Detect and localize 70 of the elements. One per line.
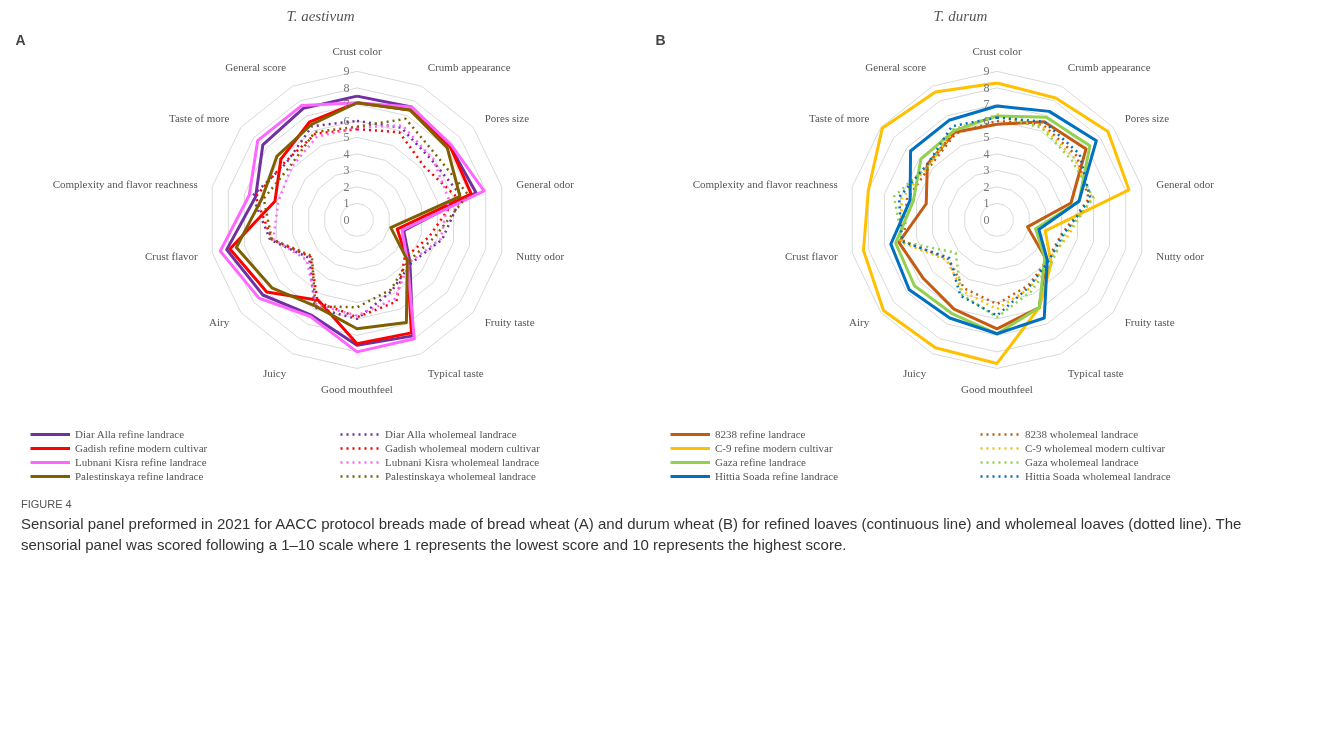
spoke-label: Pores size [1124,112,1170,125]
legend-label: Hittia Soada refine landrace [715,469,839,483]
spoke-label: Pores size [484,112,530,125]
legend-label: Gaza wholemeal landrace [1025,455,1139,469]
legend-label: Gadish wholemeal modern cultivar [385,441,540,455]
y-tick-label: 9 [343,64,350,79]
spoke-label: Good mouthfeel [321,383,393,396]
spoke-label: Crust color [972,44,1022,57]
spoke-label: General odor [1156,177,1215,190]
y-tick-label: 2 [983,179,990,194]
spoke-label: Juicy [902,367,927,380]
legend-label: Gaza refine landrace [715,455,806,469]
legend-label: Diar Alla refine landrace [75,427,185,441]
y-tick-label: 4 [343,146,350,161]
spoke-label: Complexity and flavor reachness [692,177,838,190]
spoke-label: Typical taste [1067,367,1124,380]
spoke-label: General score [225,60,287,73]
y-tick-label: 5 [343,130,350,145]
y-tick-label: 4 [983,146,990,161]
legend-label: Hittia Soada wholemeal landrace [1025,469,1171,483]
spoke-label: Airy [209,315,230,328]
y-tick-label: 6 [983,113,990,128]
text: Sensorial panel preformed in 2021 for AACC protocol breads made of bread wheat (A) and durum wheat (B) for refined loaves (continuous line) and wholemeal loaves (dotted line). The sensorial panel was scored following a 1–10 scale where 1 represents the lowest score and 10 represents the highest score. [21,513,1243,555]
legend-label: 8238 refine landrace [715,427,806,441]
spoke-label: Crust flavor [784,250,839,263]
legend-label: C-9 wholemeal modern cultivar [1025,441,1166,455]
y-tick-label: 1 [983,196,990,211]
chart-title: T. durum [933,7,988,24]
legend-label: Lubnani Kisra refine landrace [75,455,207,469]
spoke-label: Juicy [262,367,287,380]
text: B [655,31,666,48]
legend-label: 8238 wholemeal landrace [1025,427,1139,441]
spoke-label: Good mouthfeel [961,383,1033,396]
y-tick-label: 5 [983,130,990,145]
spoke-label: Crumb appearance [1067,60,1151,73]
legend-label: Diar Alla wholemeal landrace [385,427,517,441]
legend-label: Palestinskaya wholemeal landrace [385,469,536,483]
chart-title: T. aestivum [286,7,355,24]
y-tick-label: 3 [983,163,990,178]
spoke-label: Taste of more [168,112,230,125]
y-tick-label: 6 [343,113,350,128]
spoke-label: General score [865,60,927,73]
spoke-label: Crust color [332,44,382,57]
spoke-label: Fruity taste [484,315,535,328]
spoke-label: Airy [849,315,870,328]
spoke-label: Typical taste [427,367,484,380]
y-tick-label: 2 [343,179,350,194]
legend-label: Lubnani Kisra wholemeal landrace [385,455,540,469]
spoke-label: Fruity taste [1124,315,1175,328]
spoke-label: Crust flavor [144,250,199,263]
text: A [15,31,26,48]
legend-label: C-9 refine modern cultivar [715,441,833,455]
spoke-label: Nutty odor [1156,250,1205,263]
y-tick-label: 0 [343,212,350,227]
spoke-label: Nutty odor [516,250,565,263]
y-tick-label: 8 [343,80,350,95]
y-tick-label: 8 [983,80,990,95]
legend-label: Gadish refine modern cultivar [75,441,208,455]
caption: FIGURE 4 [21,497,73,512]
spoke-label: Crumb appearance [427,60,511,73]
y-tick-label: 0 [983,212,990,227]
y-tick-label: 9 [983,64,990,79]
legend-label: Palestinskaya refine landrace [75,469,204,483]
y-tick-label: 3 [343,163,350,178]
y-tick-label: 1 [343,196,350,211]
y-tick-label: 7 [343,97,350,112]
y-tick-label: 7 [983,97,990,112]
spoke-label: Complexity and flavor reachness [52,177,198,190]
spoke-label: General odor [516,177,575,190]
spoke-label: Taste of more [808,112,870,125]
